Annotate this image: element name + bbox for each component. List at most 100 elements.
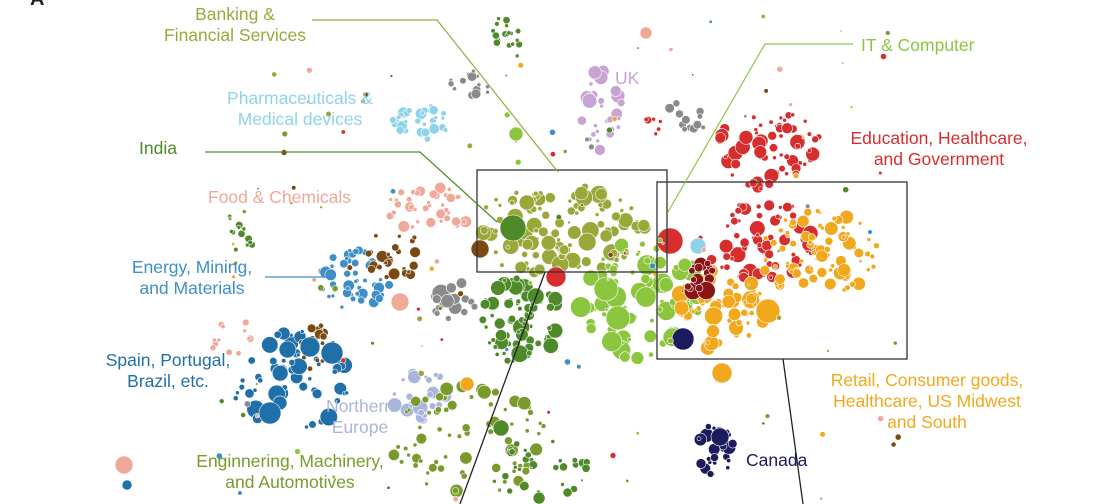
retail-node: [870, 263, 877, 270]
canada-large-node: [710, 427, 730, 447]
gray-node: [452, 86, 457, 92]
scatter-node: [233, 260, 238, 266]
engineering-node: [524, 417, 530, 423]
gray-node: [672, 99, 681, 108]
pharma-node: [406, 107, 413, 114]
northern-node: [387, 397, 403, 413]
uk-node: [593, 123, 598, 129]
retail-node: [820, 225, 825, 231]
retail-node: [849, 281, 856, 288]
it-node: [649, 318, 655, 324]
banking-node: [617, 197, 623, 203]
india-node: [546, 302, 555, 312]
scatter-node: [649, 262, 656, 270]
engineering-node: [459, 451, 473, 465]
retail-node: [777, 227, 784, 234]
gray-node: [433, 309, 441, 317]
gray-node: [432, 294, 442, 304]
education-node: [790, 252, 797, 258]
it-node: [643, 256, 652, 265]
northern-node: [428, 402, 437, 410]
education-node: [778, 133, 784, 139]
energy-node: [352, 269, 359, 277]
pharma-node: [428, 123, 440, 135]
retail-node: [808, 233, 816, 242]
uk-node: [599, 103, 604, 109]
retail-node: [830, 263, 836, 269]
engineering-node: [443, 406, 450, 413]
food-node: [422, 204, 430, 213]
education-node: [751, 114, 757, 121]
india-node: [233, 247, 239, 253]
retail-node: [740, 308, 749, 317]
engineering-node: [509, 421, 515, 427]
engineering-node: [447, 400, 458, 411]
education-node: [755, 203, 762, 210]
spain-node: [344, 390, 349, 396]
energy-node: [329, 253, 338, 262]
education-node: [802, 161, 808, 167]
scatter-node: [504, 73, 508, 78]
spain-node: [299, 329, 305, 334]
retail-node: [704, 306, 724, 326]
india-node: [508, 448, 516, 456]
india-node: [503, 298, 514, 309]
it-node: [677, 257, 692, 272]
scatter-node: [325, 110, 332, 118]
brown-node: [314, 357, 320, 363]
scatter-node: [681, 289, 685, 293]
retail-node: [840, 225, 846, 230]
scatter-node: [255, 414, 260, 419]
it-node: [585, 323, 597, 334]
pharma-node: [395, 125, 405, 135]
scatter-node: [255, 382, 259, 386]
it-node: [658, 277, 674, 293]
engineering-node: [435, 392, 444, 402]
banking-node: [574, 210, 580, 216]
gray-node: [700, 124, 706, 130]
scatter-node: [504, 111, 511, 119]
india-node: [490, 337, 496, 343]
gray-node: [445, 282, 457, 294]
scatter-node: [306, 99, 311, 104]
it-node: [626, 337, 632, 342]
education-node: [651, 116, 656, 122]
scatter-node: [319, 205, 324, 209]
education-node: [794, 142, 801, 150]
retail-node: [789, 240, 797, 248]
retail-large-node: [711, 362, 733, 384]
education-node: [738, 130, 754, 145]
it-node: [643, 329, 657, 343]
india-large-node: [499, 214, 527, 242]
northern-node: [417, 409, 425, 417]
pharma-node: [414, 117, 422, 125]
energy-node: [378, 277, 383, 283]
scatter-node: [892, 340, 898, 346]
pharma-node: [442, 127, 449, 133]
education-node: [725, 223, 730, 229]
banking-node: [550, 228, 560, 238]
retail-node: [831, 215, 838, 222]
engineering-node: [497, 487, 502, 493]
education-node: [722, 252, 731, 261]
energy-node: [384, 280, 394, 290]
scatter-node: [514, 140, 518, 144]
india-node: [562, 487, 573, 498]
brown-node: [411, 234, 418, 241]
banking-node: [619, 208, 625, 213]
india-node: [501, 472, 510, 481]
banking-node: [497, 203, 503, 208]
pharma-node: [420, 127, 431, 138]
scatter-node: [894, 433, 902, 441]
india-node: [552, 464, 560, 471]
india-node: [483, 324, 489, 330]
india-node: [493, 317, 506, 330]
scatter-node: [237, 490, 243, 496]
education-node: [719, 264, 725, 270]
scatter-node: [606, 126, 613, 134]
india-node: [532, 491, 546, 504]
spain-node: [308, 420, 317, 429]
scatter-node: [691, 73, 695, 77]
india-leader: [205, 151, 498, 223]
banking-node: [540, 235, 557, 251]
